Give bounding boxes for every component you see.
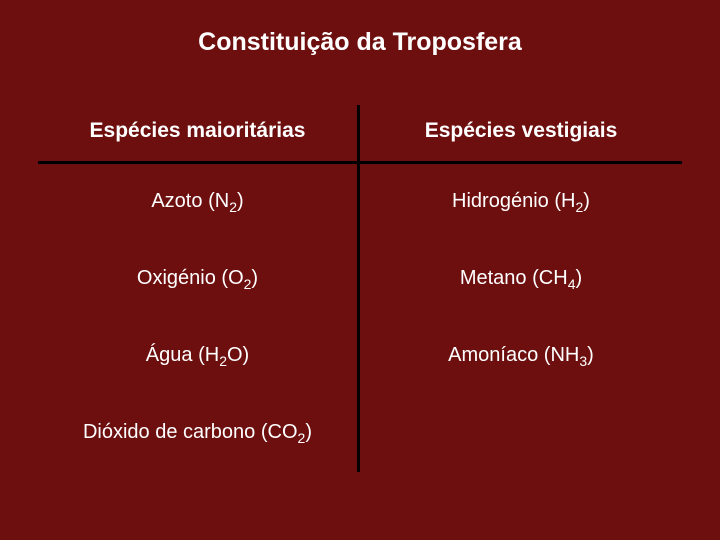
formula-base: CH [539, 267, 568, 289]
species-name: Azoto [151, 190, 202, 212]
formula-sub: 2 [229, 199, 237, 215]
species-formula: (N2) [208, 190, 244, 212]
cell-trace-0: Hidrogénio (H2) [360, 164, 682, 241]
cell-trace-1: Metano (CH4) [360, 241, 682, 318]
formula-sub: 2 [219, 353, 227, 369]
species-name: Amoníaco [448, 344, 538, 366]
species-name: Metano [460, 267, 527, 289]
species-formula: (O2) [221, 267, 258, 289]
formula-base: O [228, 267, 244, 289]
cell-major-0: Azoto (N2) [38, 164, 360, 241]
composition-table: Espécies maioritárias Espécies vestigiai… [38, 105, 682, 472]
cell-major-1: Oxigénio (O2) [38, 241, 360, 318]
formula-suffix: O [227, 344, 243, 366]
formula-base: CO [268, 421, 298, 443]
column-header-trace: Espécies vestigiais [360, 105, 682, 164]
cell-major-2: Água (H2O) [38, 318, 360, 395]
cell-major-3: Dióxido de carbono (CO2) [38, 395, 360, 472]
formula-base: H [205, 344, 219, 366]
species-name: Dióxido de carbono [83, 421, 255, 443]
species-formula: (CH4) [532, 267, 582, 289]
species-formula: (CO2) [261, 421, 312, 443]
species-formula: (H2O) [198, 344, 249, 366]
page-title: Constituição da Troposfera [38, 28, 682, 57]
formula-base: H [561, 190, 575, 212]
slide: Constituição da Troposfera Espécies maio… [0, 0, 720, 540]
species-name: Oxigénio [137, 267, 216, 289]
formula-sub: 4 [568, 276, 576, 292]
formula-base: NH [550, 344, 579, 366]
formula-base: N [215, 190, 229, 212]
formula-sub: 2 [244, 276, 252, 292]
species-name: Água [146, 344, 193, 366]
formula-sub: 3 [579, 353, 587, 369]
species-formula: (H2) [554, 190, 590, 212]
cell-trace-2: Amoníaco (NH3) [360, 318, 682, 395]
formula-sub: 2 [298, 430, 306, 446]
cell-trace-3-empty [360, 395, 682, 472]
column-header-major: Espécies maioritárias [38, 105, 360, 164]
species-name: Hidrogénio [452, 190, 549, 212]
species-formula: (NH3) [544, 344, 594, 366]
formula-sub: 2 [575, 199, 583, 215]
